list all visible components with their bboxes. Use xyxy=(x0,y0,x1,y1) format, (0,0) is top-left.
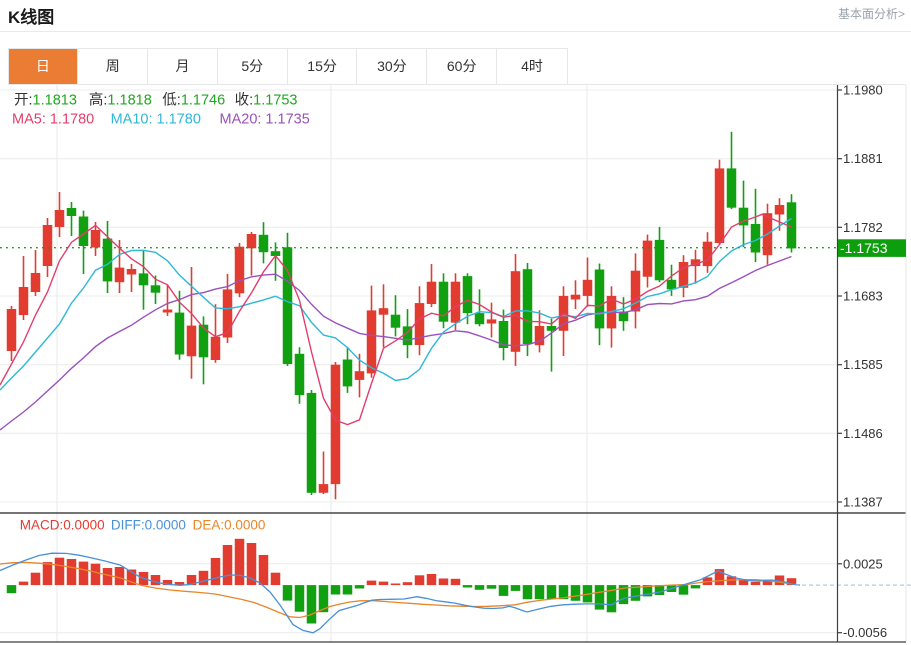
svg-text:0.0025: 0.0025 xyxy=(843,556,883,571)
svg-text:-1.1753: -1.1753 xyxy=(840,240,888,256)
svg-text:1.1683: 1.1683 xyxy=(843,289,883,304)
svg-text:1.1980: 1.1980 xyxy=(843,85,883,98)
svg-text:MA5: 1.1780 MA10: 1.1780 MA2: MA5: 1.1780 MA10: 1.1780 MA20: 1.1735 xyxy=(12,112,310,128)
svg-text:1.1881: 1.1881 xyxy=(843,151,883,166)
svg-text:1.1782: 1.1782 xyxy=(843,220,883,235)
svg-text:1.1387: 1.1387 xyxy=(843,495,883,510)
svg-text:-0.0056: -0.0056 xyxy=(843,625,887,640)
svg-text:1.1585: 1.1585 xyxy=(843,357,883,372)
svg-text:1.1486: 1.1486 xyxy=(843,426,883,441)
